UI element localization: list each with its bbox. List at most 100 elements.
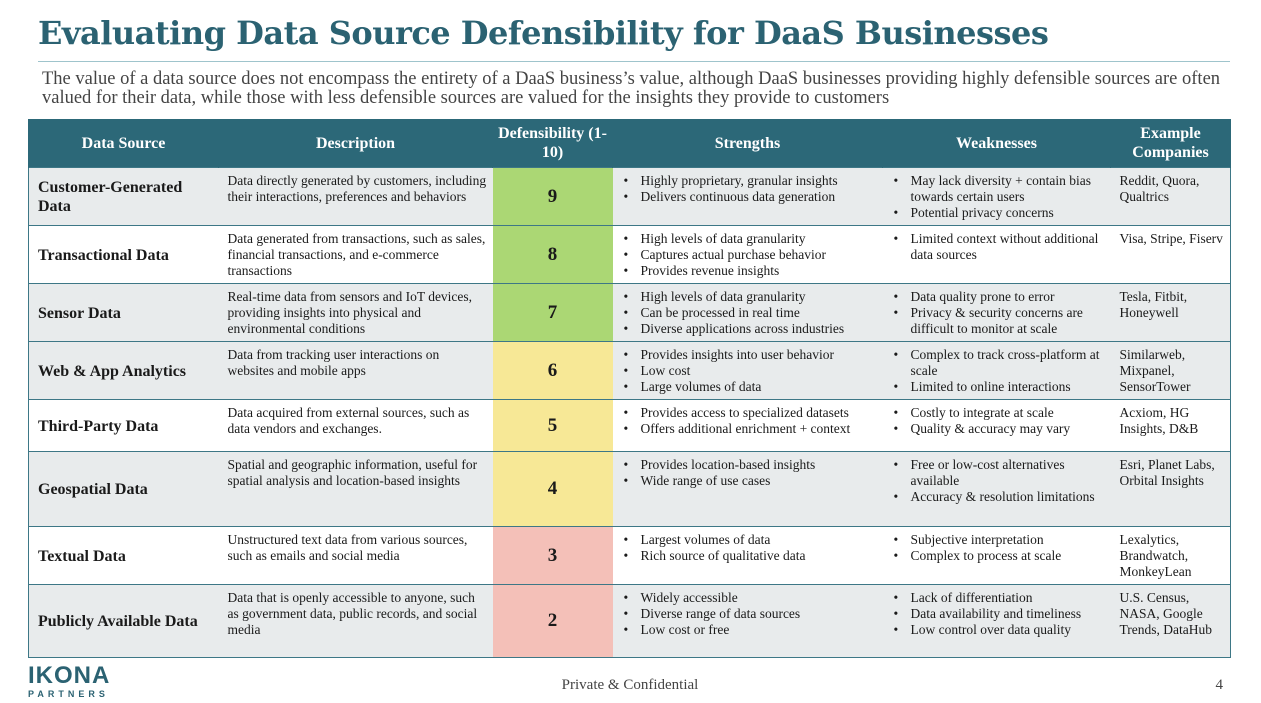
header-weaknesses: Weaknesses: [882, 119, 1111, 168]
strengths-cell: Highly proprietary, granular insights De…: [612, 167, 883, 226]
source-description: Data that is openly accessible to anyone…: [218, 584, 493, 658]
strength-item: Provides insights into user behavior: [622, 347, 877, 363]
strength-item: High levels of data granularity: [622, 231, 877, 247]
source-name: Third-Party Data: [28, 399, 219, 452]
strength-item: Large volumes of data: [622, 379, 877, 395]
example-companies: Tesla, Fitbit, Honeywell: [1110, 283, 1231, 342]
header-defensibility: Defensibility (1-10): [492, 119, 613, 168]
table-row: Web & App Analytics Data from tracking u…: [28, 341, 1231, 400]
weakness-item: Quality & accuracy may vary: [892, 421, 1105, 437]
defensibility-score: 2: [492, 584, 613, 658]
header-description: Description: [218, 119, 493, 168]
weakness-item: Lack of differentiation: [892, 590, 1105, 606]
page-number: 4: [1215, 677, 1224, 693]
weakness-item: Potential privacy concerns: [892, 205, 1105, 221]
defensibility-score: 7: [492, 283, 613, 342]
strengths-cell: Provides insights into user behavior Low…: [612, 341, 883, 400]
source-description: Unstructured text data from various sour…: [218, 526, 493, 585]
weaknesses-cell: Limited context without additional data …: [882, 225, 1111, 284]
strength-item: Delivers continuous data generation: [622, 189, 877, 205]
page-title: Evaluating Data Source Defensibility for…: [38, 14, 1049, 52]
strength-item: Rich source of qualitative data: [622, 548, 877, 564]
weakness-item: Costly to integrate at scale: [892, 405, 1105, 421]
weaknesses-cell: Costly to integrate at scale Quality & a…: [882, 399, 1111, 452]
table-row: Third-Party Data Data acquired from exte…: [28, 399, 1231, 452]
weakness-item: Data quality prone to error: [892, 289, 1105, 305]
source-description: Data generated from transactions, such a…: [218, 225, 493, 284]
table-header-row: Data Source Description Defensibility (1…: [28, 119, 1231, 168]
strengths-cell: Provides access to specialized datasets …: [612, 399, 883, 452]
confidentiality-footer: Private & Confidential: [561, 677, 699, 693]
strength-item: Can be processed in real time: [622, 305, 877, 321]
weaknesses-cell: Data quality prone to error Privacy & se…: [882, 283, 1111, 342]
strengths-cell: High levels of data granularity Captures…: [612, 225, 883, 284]
strength-item: Wide range of use cases: [622, 473, 877, 489]
example-companies: Acxiom, HG Insights, D&B: [1110, 399, 1231, 452]
example-companies: U.S. Census, NASA, Google Trends, DataHu…: [1110, 584, 1231, 658]
source-name: Web & App Analytics: [28, 341, 219, 400]
title-divider: [38, 61, 1230, 62]
source-name: Sensor Data: [28, 283, 219, 342]
header-strengths: Strengths: [612, 119, 883, 168]
table-row: Sensor Data Real-time data from sensors …: [28, 283, 1231, 342]
table-row: Transactional Data Data generated from t…: [28, 225, 1231, 284]
page-subtitle: The value of a data source does not enco…: [42, 69, 1221, 108]
defensibility-score: 6: [492, 341, 613, 400]
weakness-item: Privacy & security concerns are difficul…: [892, 305, 1105, 337]
weaknesses-cell: Lack of differentiation Data availabilit…: [882, 584, 1111, 658]
table-row: Textual Data Unstructured text data from…: [28, 526, 1231, 585]
source-name: Customer-Generated Data: [28, 167, 219, 226]
weakness-item: Complex to track cross-platform at scale: [892, 347, 1105, 379]
strengths-cell: Provides location-based insights Wide ra…: [612, 451, 883, 527]
strength-item: Provides access to specialized datasets: [622, 405, 877, 421]
example-companies: Reddit, Quora, Qualtrics: [1110, 167, 1231, 226]
table-row: Customer-Generated Data Data directly ge…: [28, 167, 1231, 226]
strengths-cell: High levels of data granularity Can be p…: [612, 283, 883, 342]
table-row: Publicly Available Data Data that is ope…: [28, 584, 1231, 658]
source-description: Spatial and geographic information, usef…: [218, 451, 493, 527]
source-name: Publicly Available Data: [28, 584, 219, 658]
defensibility-score: 3: [492, 526, 613, 585]
defensibility-score: 8: [492, 225, 613, 284]
header-example-companies: Example Companies: [1110, 119, 1231, 168]
source-description: Data directly generated by customers, in…: [218, 167, 493, 226]
weaknesses-cell: Subjective interpretation Complex to pro…: [882, 526, 1111, 585]
example-companies: Visa, Stripe, Fiserv: [1110, 225, 1231, 284]
weakness-item: Limited context without additional data …: [892, 231, 1105, 263]
source-description: Data from tracking user interactions on …: [218, 341, 493, 400]
logo-wordmark: IKONA: [28, 662, 111, 689]
source-description: Data acquired from external sources, suc…: [218, 399, 493, 452]
strength-item: High levels of data granularity: [622, 289, 877, 305]
defensibility-score: 9: [492, 167, 613, 226]
example-companies: Similarweb, Mixpanel, SensorTower: [1110, 341, 1231, 400]
source-name: Textual Data: [28, 526, 219, 585]
weakness-item: Complex to process at scale: [892, 548, 1105, 564]
strength-item: Diverse applications across industries: [622, 321, 877, 337]
weakness-item: Low control over data quality: [892, 622, 1105, 638]
table-row: Geospatial Data Spatial and geographic i…: [28, 451, 1231, 527]
strength-item: Provides location-based insights: [622, 457, 877, 473]
example-companies: Lexalytics, Brandwatch, MonkeyLean: [1110, 526, 1231, 585]
example-companies: Esri, Planet Labs, Orbital Insights: [1110, 451, 1231, 527]
weakness-item: Limited to online interactions: [892, 379, 1105, 395]
weakness-item: May lack diversity + contain bias toward…: [892, 173, 1105, 205]
strength-item: Captures actual purchase behavior: [622, 247, 877, 263]
strength-item: Largest volumes of data: [622, 532, 877, 548]
strength-item: Low cost: [622, 363, 877, 379]
defensibility-score: 4: [492, 451, 613, 527]
weaknesses-cell: May lack diversity + contain bias toward…: [882, 167, 1111, 226]
weakness-item: Data availability and timeliness: [892, 606, 1105, 622]
strengths-cell: Widely accessible Diverse range of data …: [612, 584, 883, 658]
strength-item: Offers additional enrichment + context: [622, 421, 877, 437]
header-data-source: Data Source: [28, 119, 219, 168]
strength-item: Highly proprietary, granular insights: [622, 173, 877, 189]
weakness-item: Free or low-cost alternatives available: [892, 457, 1105, 489]
strength-item: Low cost or free: [622, 622, 877, 638]
strength-item: Provides revenue insights: [622, 263, 877, 279]
weaknesses-cell: Complex to track cross-platform at scale…: [882, 341, 1111, 400]
weaknesses-cell: Free or low-cost alternatives available …: [882, 451, 1111, 527]
strength-item: Diverse range of data sources: [622, 606, 877, 622]
source-name: Transactional Data: [28, 225, 219, 284]
source-description: Real-time data from sensors and IoT devi…: [218, 283, 493, 342]
ikona-partners-logo: IKONA PARTNERS: [28, 662, 111, 700]
